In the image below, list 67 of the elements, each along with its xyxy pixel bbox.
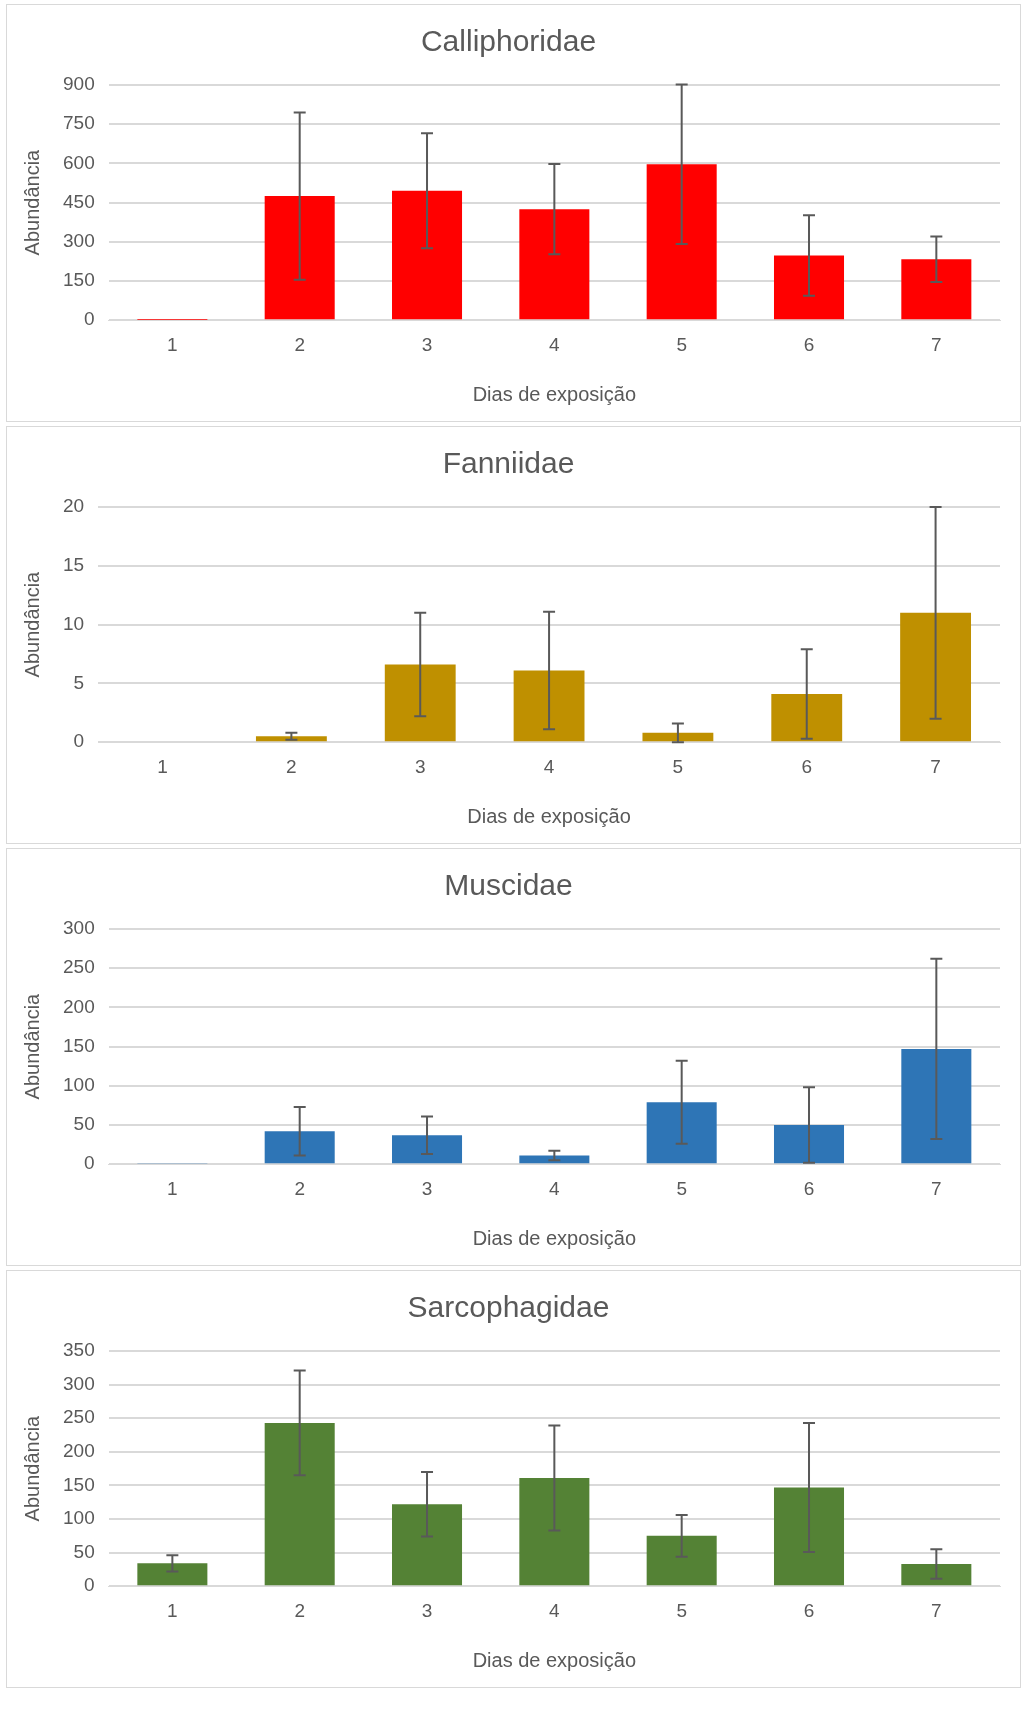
y-axis-title: Abundância [20,992,43,1100]
x-tick-label: 1 [167,1177,178,1199]
x-tick-label: 4 [549,1177,561,1199]
x-tick-label: 1 [167,1599,178,1621]
x-tick-label: 7 [931,1599,942,1621]
y-tick-label: 250 [63,1406,95,1428]
y-axis-title: Abundância [20,1414,43,1522]
x-tick-label: 2 [294,1599,305,1621]
x-axis-title: Dias de exposição [472,382,637,405]
x-tick-label: 5 [672,755,684,777]
y-tick-label: 200 [63,1440,95,1462]
y-tick-label: 300 [63,1372,95,1394]
x-tick-label: 4 [549,1599,561,1621]
y-tick-label: 100 [63,1074,95,1096]
y-tick-label: 0 [73,730,85,752]
x-tick-label: 5 [676,1599,687,1621]
y-tick-label: 150 [63,269,95,291]
y-tick-label: 20 [62,495,85,517]
x-tick-label: 5 [676,333,687,355]
x-tick-label: 3 [421,333,433,355]
x-tick-label: 1 [157,755,168,777]
y-tick-label: 450 [63,190,95,212]
x-tick-label: 3 [421,1177,433,1199]
x-tick-label: 6 [803,1599,815,1621]
y-tick-label: 0 [84,1152,95,1174]
chart-title: Fanniidae [442,446,575,480]
chart-title: Sarcophagidae [407,1290,610,1324]
y-tick-label: 900 [63,73,95,95]
x-tick-label: 2 [294,333,305,355]
y-axis-title: Abundância [20,570,43,678]
y-tick-label: 350 [63,1339,95,1361]
y-tick-label: 5 [73,671,85,693]
x-tick-label: 7 [930,755,941,777]
x-tick-label: 6 [801,755,813,777]
x-tick-label: 4 [549,333,561,355]
x-tick-label: 7 [931,1177,942,1199]
x-axis-title: Dias de exposição [472,1226,637,1249]
y-tick-label: 750 [63,112,95,134]
chart-title: Muscidae [444,868,573,902]
y-tick-label: 150 [63,1473,95,1495]
x-tick-label: 4 [543,755,555,777]
y-tick-label: 0 [84,308,95,330]
y-tick-label: 0 [84,1574,95,1596]
y-tick-label: 10 [62,612,85,634]
y-tick-label: 300 [63,230,95,252]
y-tick-label: 15 [62,554,85,576]
x-axis-title: Dias de exposição [467,804,631,827]
x-tick-label: 3 [421,1599,433,1621]
y-axis-title: Abundância [20,148,43,256]
y-tick-label: 100 [63,1507,95,1529]
x-tick-label: 3 [414,755,426,777]
x-axis-title: Dias de exposição [472,1648,637,1671]
y-tick-label: 50 [73,1540,95,1562]
x-tick-label: 6 [803,1177,815,1199]
x-tick-label: 2 [294,1177,305,1199]
x-tick-label: 2 [286,755,297,777]
y-tick-label: 200 [63,995,95,1017]
y-tick-label: 300 [63,917,95,939]
y-tick-label: 50 [73,1113,95,1135]
y-tick-label: 250 [63,956,95,978]
x-tick-label: 6 [803,333,815,355]
x-tick-label: 1 [167,333,178,355]
x-tick-label: 7 [931,333,942,355]
chart-title: Calliphoridae [420,24,597,58]
y-tick-label: 600 [63,151,95,173]
x-tick-label: 5 [676,1177,687,1199]
y-tick-label: 150 [63,1034,95,1056]
